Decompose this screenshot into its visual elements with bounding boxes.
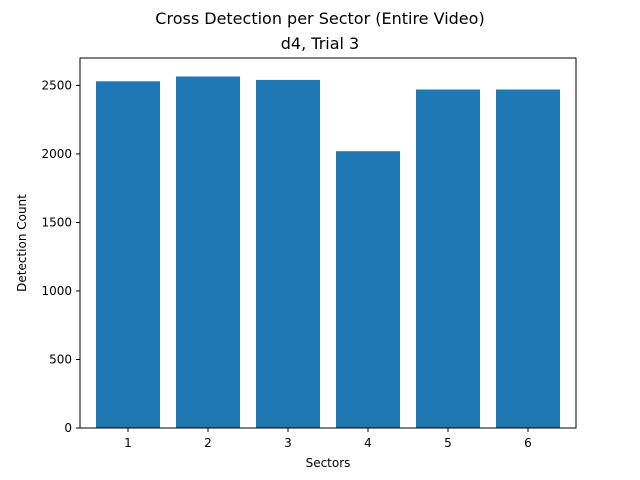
x-tick-label-4: 4 — [364, 436, 372, 450]
x-tick-label-1: 1 — [124, 436, 132, 450]
x-tick-label-3: 3 — [284, 436, 292, 450]
bar-5 — [416, 89, 480, 428]
y-tick-label-0: 0 — [64, 421, 72, 435]
bar-1 — [96, 81, 160, 428]
y-tick-label-1000: 1000 — [41, 284, 72, 298]
y-tick-label-2000: 2000 — [41, 147, 72, 161]
bar-3 — [256, 79, 320, 428]
y-tick-label-1500: 1500 — [41, 215, 72, 229]
x-tick-label-6: 6 — [524, 436, 532, 450]
chart-subtitle: d4, Trial 3 — [281, 34, 359, 53]
bar-4 — [336, 151, 400, 428]
x-tick-label-5: 5 — [444, 436, 452, 450]
y-tick-label-500: 500 — [49, 352, 72, 366]
y-axis-label: Detection Count — [15, 194, 29, 292]
plot-area: 1 2 3 4 5 6 0 500 1000 1500 2000 2500 — [41, 57, 577, 450]
bar-2 — [176, 76, 240, 428]
bar-6 — [496, 89, 560, 428]
x-axis-label: Sectors — [306, 456, 351, 470]
x-tick-label-2: 2 — [204, 436, 212, 450]
axes-frame — [79, 57, 577, 429]
y-tick-label-2500: 2500 — [41, 78, 72, 92]
chart-title: Cross Detection per Sector (Entire Video… — [155, 9, 484, 28]
